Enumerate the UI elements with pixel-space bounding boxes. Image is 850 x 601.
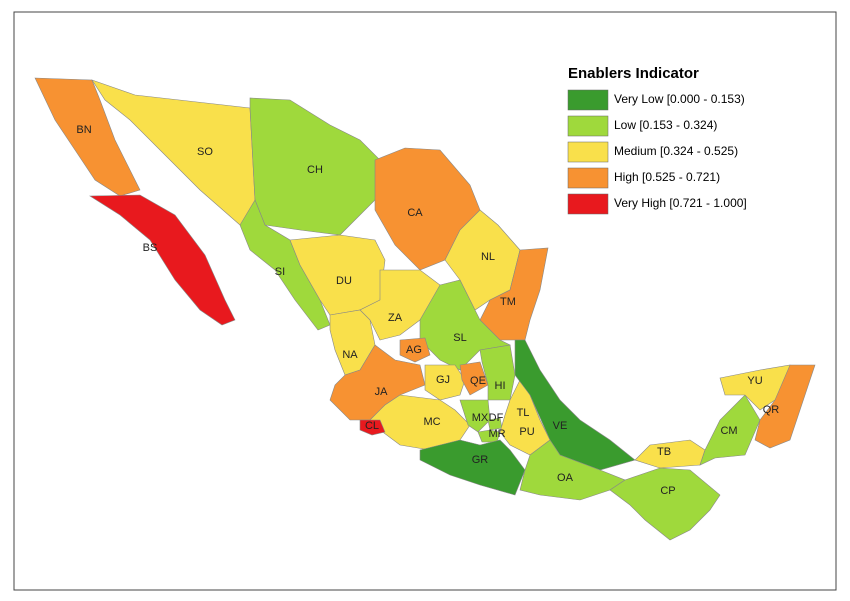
state-label: DF (489, 412, 504, 424)
state-label: SO (197, 146, 213, 158)
legend-swatch (567, 115, 609, 137)
state-region (754, 364, 816, 449)
state-region (444, 209, 521, 311)
state-region (699, 394, 761, 466)
state-label: SI (275, 266, 285, 278)
state-label: ZA (388, 312, 403, 324)
legend-label: Very High [0.721 - 1.000] (614, 196, 747, 210)
state-label: AG (406, 344, 422, 356)
state-label: DU (336, 275, 352, 287)
state-region (609, 467, 721, 541)
state-label: QE (470, 375, 486, 387)
legend-label: Low [0.153 - 0.324) (614, 118, 717, 132)
state-label: YU (747, 375, 762, 387)
state-label: CP (660, 485, 675, 497)
state-region (88, 194, 236, 326)
legend-label: High [0.525 - 0.721) (614, 170, 720, 184)
state-region (479, 344, 516, 401)
state-region (34, 77, 141, 197)
state-label: TM (500, 296, 516, 308)
labels: BN BS SO CH CA NL TM SI DU ZA SL NA AG JA GJ QE HI MC MX DF… (76, 124, 779, 497)
state-region (459, 399, 491, 433)
state-label: GJ (436, 374, 450, 386)
state-region (359, 419, 386, 436)
legend-label: Medium [0.324 - 0.525) (614, 144, 738, 158)
state-region (459, 361, 489, 396)
regions (34, 77, 816, 541)
state-region (359, 269, 441, 341)
state-label: QR (763, 404, 780, 416)
state-label: TB (657, 446, 671, 458)
legend-label: Very Low [0.000 - 0.153) (614, 92, 745, 106)
legend: Very Low [0.000 - 0.153) Low [0.153 - 0.3… (567, 89, 747, 215)
state-label: MR (488, 428, 505, 440)
state-label: CM (720, 425, 737, 437)
legend-swatch (567, 167, 609, 189)
state-label: GR (472, 454, 489, 466)
state-label: MC (423, 416, 440, 428)
state-label: NL (481, 251, 495, 263)
state-label: CL (365, 420, 379, 432)
state-label: PU (519, 426, 534, 438)
state-region (399, 337, 431, 363)
legend-swatch (567, 141, 609, 163)
state-label: BS (143, 242, 158, 254)
state-label: MX (472, 412, 489, 424)
state-label: HI (495, 380, 506, 392)
state-label: JA (375, 386, 389, 398)
state-label: VE (553, 420, 568, 432)
legend-swatch (567, 89, 609, 111)
state-label: NA (342, 349, 358, 361)
state-label: BN (76, 124, 91, 136)
state-label: CH (307, 164, 323, 176)
state-region (477, 429, 501, 443)
state-label: CA (407, 207, 423, 219)
state-region (239, 199, 331, 331)
state-label: SL (453, 332, 466, 344)
state-region (479, 247, 549, 341)
legend-swatch (567, 193, 609, 215)
legend-title: Enablers Indicator (568, 65, 699, 82)
state-label: TL (517, 407, 530, 419)
state-label: OA (557, 472, 574, 484)
state-region (424, 364, 466, 401)
